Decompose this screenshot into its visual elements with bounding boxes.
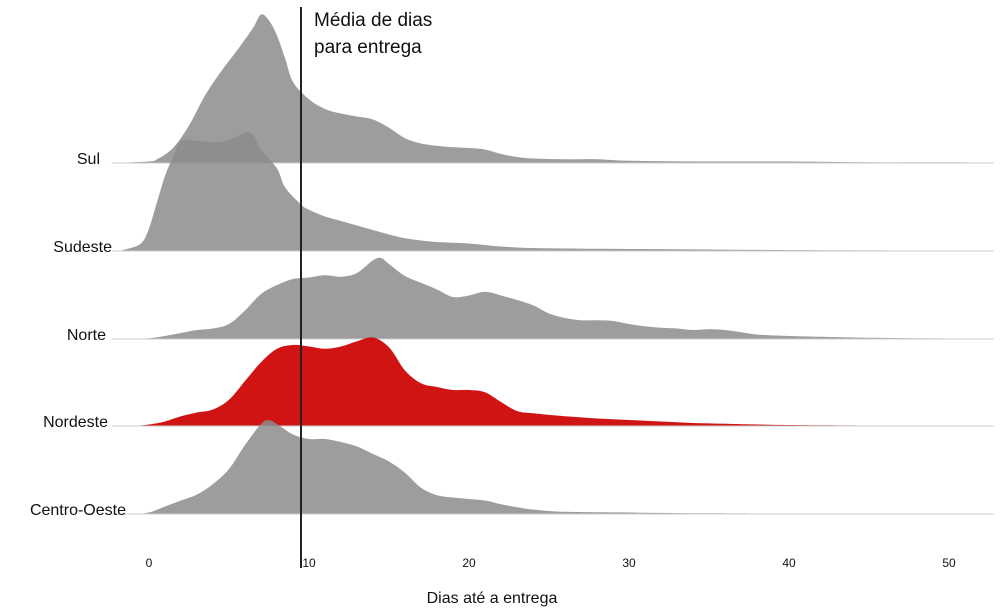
region-label-sudeste: Sudeste (53, 239, 112, 256)
ridge-sul (109, 14, 994, 164)
x-tick-50: 50 (942, 556, 956, 570)
region-label-sul: Sul (77, 151, 100, 168)
ridge-nordeste (133, 337, 994, 426)
x-tick-10: 10 (302, 556, 316, 570)
x-tick-30: 30 (622, 556, 636, 570)
ridges-layer (109, 14, 994, 515)
x-axis-title: Dias até a entrega (427, 590, 558, 607)
ridge-norte (133, 257, 994, 339)
region-label-nordeste: Nordeste (43, 414, 108, 431)
ridge-sudeste (117, 132, 994, 251)
region-label-norte: Norte (67, 327, 106, 344)
x-tick-20: 20 (462, 556, 476, 570)
region-labels: Sul Sudeste Norte Nordeste Centro-Oeste (30, 151, 126, 519)
region-label-centro-oeste: Centro-Oeste (30, 502, 126, 519)
annotation-line-1: Média de dias (314, 10, 432, 31)
annotation-line-2: para entrega (314, 37, 422, 58)
x-tick-40: 40 (782, 556, 796, 570)
x-axis-ticks: 0 10 20 30 40 50 (146, 556, 956, 570)
x-tick-0: 0 (146, 556, 153, 570)
ridge-centro-oeste (133, 420, 994, 514)
